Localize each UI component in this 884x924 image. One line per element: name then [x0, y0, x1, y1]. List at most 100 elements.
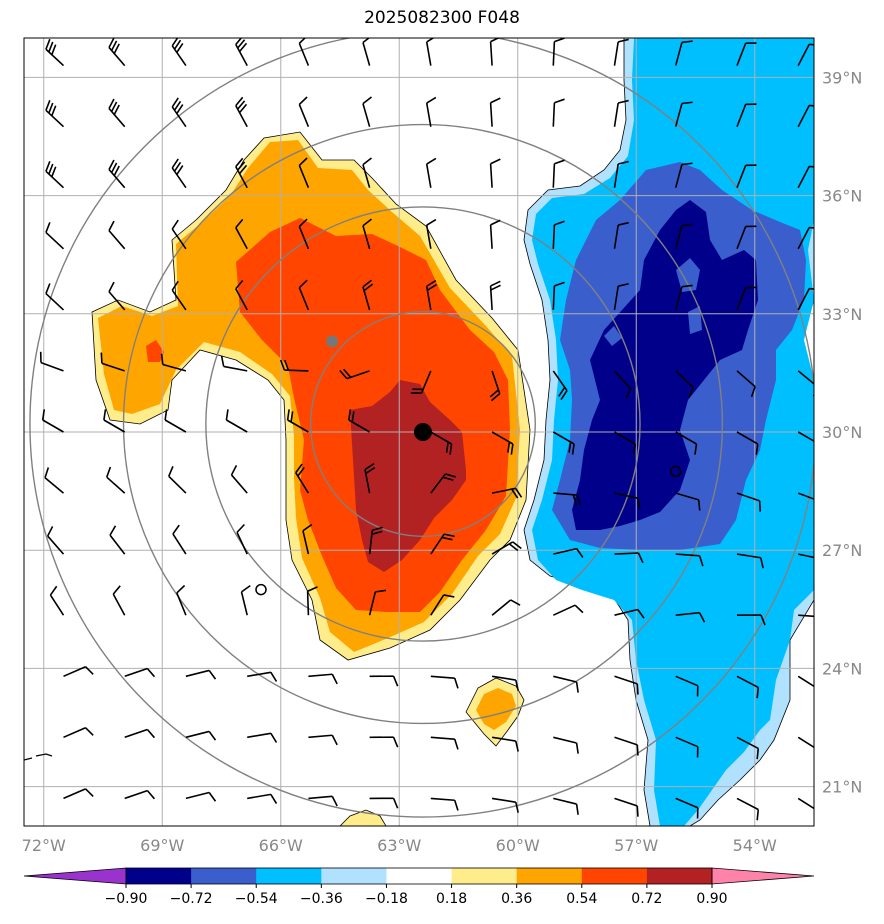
- colorbar-segment: [126, 868, 192, 884]
- wind-barb: [44, 467, 65, 494]
- wind-barb: [736, 431, 759, 455]
- wind-barb: [106, 466, 126, 494]
- wind-barb: [279, 359, 309, 372]
- wind-barb: [362, 96, 372, 127]
- wind-barb: [124, 667, 156, 678]
- colorbar-segment: [191, 868, 257, 884]
- wind-barb: [736, 492, 762, 512]
- wind-barb: [491, 599, 521, 616]
- wind-barb: [368, 526, 383, 555]
- wind-barb: [614, 675, 639, 695]
- wind-barb: [797, 287, 814, 311]
- longitude-labels: 72°W 69°W 66°W 63°W 60°W 57°W 54°W: [22, 836, 777, 855]
- wind-barb: [736, 164, 757, 188]
- wind-barb: [164, 409, 187, 433]
- wind-barb: [674, 101, 693, 127]
- wind-barb: [108, 38, 126, 67]
- wind-barb: [168, 466, 187, 494]
- wind-barb: [798, 553, 814, 560]
- contour-fill-pos2-small: [476, 688, 516, 730]
- lat-tick-label: 30°N: [822, 423, 862, 442]
- wind-barb: [425, 279, 437, 311]
- wind-barb: [46, 526, 65, 555]
- wind-barb: [247, 671, 278, 682]
- wind-barb: [491, 431, 514, 455]
- wind-barb: [185, 669, 217, 680]
- plot-title: 2025082300 F048: [364, 8, 520, 28]
- wind-barb: [425, 218, 437, 249]
- lon-tick-label: 69°W: [140, 836, 184, 855]
- wind-barb: [797, 104, 814, 128]
- wind-barb: [369, 736, 399, 748]
- wind-barb: [489, 280, 501, 310]
- coastline-bermuda: [24, 753, 53, 761]
- wind-barb: [308, 734, 338, 746]
- wind-barb: [614, 736, 639, 756]
- wind-barb: [362, 279, 374, 311]
- wind-barb: [553, 675, 579, 693]
- wind-barb: [298, 38, 310, 66]
- wind-barb: [298, 157, 310, 189]
- wind-barb: [41, 409, 64, 433]
- wind-barb: [553, 547, 584, 558]
- wind-barb: [430, 675, 459, 689]
- wind-barb: [425, 157, 437, 188]
- wind-barb: [247, 793, 278, 805]
- wind-barb: [247, 732, 278, 743]
- wind-barb: [614, 552, 644, 564]
- wind-barb: [797, 43, 814, 66]
- lat-tick-label: 36°N: [822, 187, 862, 206]
- wind-barb: [63, 665, 94, 678]
- wind-barb: [298, 96, 310, 128]
- storm-center-marker: [413, 423, 432, 441]
- colorbar-tick-label: −0.36: [300, 891, 343, 907]
- wind-barb: [185, 791, 217, 802]
- wind-barb: [736, 103, 757, 127]
- colorbar-tick-label: 0.54: [566, 891, 597, 907]
- wind-barb: [308, 673, 338, 685]
- wind-barb: [108, 159, 126, 189]
- colorbar-segment: [451, 868, 518, 884]
- wind-barb: [489, 158, 501, 188]
- wind-barb: [553, 736, 579, 754]
- wind-barb: [614, 797, 639, 817]
- wind-barb: [613, 38, 629, 66]
- wind-barb: [306, 586, 318, 616]
- wind-barb: [235, 157, 248, 189]
- wind-barb: [308, 795, 338, 807]
- contour-fill-pos3-small: [146, 340, 164, 362]
- wind-barb: [798, 614, 814, 618]
- wind-barb: [797, 797, 814, 812]
- wind-barb: [797, 736, 814, 751]
- wind-barb: [614, 492, 641, 509]
- wind-barb: [552, 281, 565, 310]
- wind-barb: [108, 281, 126, 311]
- wind-barb: [736, 736, 760, 760]
- wind-barb: [63, 726, 94, 739]
- map-frame: [23, 37, 815, 827]
- wind-barb: [491, 487, 523, 499]
- wind-barb: [674, 223, 693, 250]
- wind-barb: [348, 409, 371, 433]
- wind-barb: [736, 797, 760, 821]
- wind-barb: [491, 736, 519, 752]
- colorbar-tick-label: −0.90: [105, 891, 148, 907]
- wind-barb: [614, 431, 637, 455]
- colorbar-tick-label: 0.36: [501, 891, 532, 907]
- wind-barb: [675, 736, 699, 758]
- colorbar-segment: [386, 868, 453, 884]
- range-ring: [205, 206, 641, 642]
- colorbar-segment: [516, 868, 583, 884]
- wind-barb: [362, 218, 372, 250]
- wind-barb: [171, 280, 187, 311]
- lon-tick-label: 57°W: [614, 836, 658, 855]
- lon-tick-label: 66°W: [259, 836, 303, 855]
- wind-barb: [108, 220, 126, 250]
- wind-barb: [369, 675, 399, 687]
- wind-barb: [430, 736, 459, 750]
- wind-barb: [491, 797, 519, 813]
- contour-fill-neg3-hole2: [688, 306, 702, 334]
- open-circle-marker: [670, 465, 682, 478]
- wind-barb: [613, 282, 629, 311]
- wind-barb: [553, 797, 579, 815]
